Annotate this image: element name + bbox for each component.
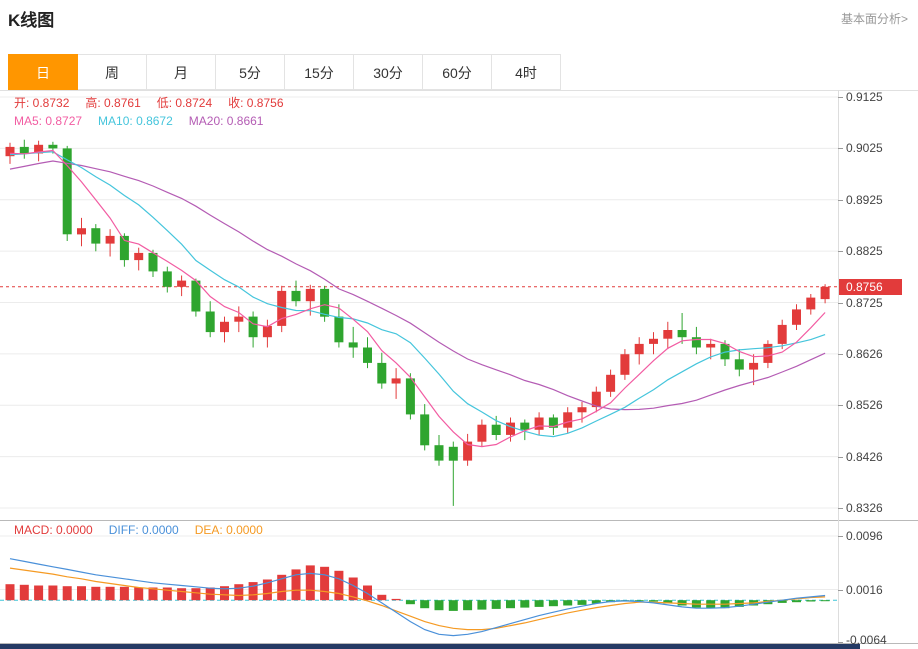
axis-tick [838,251,843,252]
axis-tick [838,405,843,406]
axis-tick [838,354,843,355]
axis-label: 0.0096 [846,529,883,543]
main-chart[interactable] [0,90,838,520]
axis-border [838,90,839,644]
axis-tick [838,148,843,149]
ma-legend: MA5: 0.8727 MA10: 0.8672 MA20: 0.8661 [14,114,263,128]
legend-item: 高: 0.8761 [85,96,141,110]
axis-label: -0.0064 [846,633,887,647]
axis-tick [838,536,843,537]
axis-label: 0.8326 [846,501,883,515]
tab-4hour[interactable]: 4时 [491,54,561,90]
page-title: K线图 [8,11,55,30]
axis-tick [838,590,843,591]
macd-legend: MACD: 0.0000 DIFF: 0.0000 DEA: 0.0000 [14,523,263,537]
tab-day[interactable]: 日 [8,54,78,90]
legend-item: DEA: 0.0000 [194,523,263,537]
tab-30min[interactable]: 30分 [353,54,423,90]
legend-item: 开: 0.8732 [14,96,70,110]
tab-month[interactable]: 月 [146,54,216,90]
axis-tick [838,457,843,458]
tab-5min[interactable]: 5分 [215,54,285,90]
legend-item: MA5: 0.8727 [14,114,83,128]
axis-label: 0.8526 [846,398,883,412]
legend-item: 低: 0.8724 [156,96,213,110]
tab-15min[interactable]: 15分 [284,54,354,90]
interval-tabs: 日周月 5分 15分 30分 60分 4时 [8,54,561,90]
axis-label: 0.8925 [846,193,883,207]
legend-item: MA20: 0.8661 [188,114,264,128]
axis-tick [838,200,843,201]
axis-label: 0.0016 [846,583,883,597]
axis-tick [838,97,843,98]
legend-item: MACD: 0.0000 [14,523,93,537]
axis-label: 0.8825 [846,244,883,258]
axis-tick [838,508,843,509]
legend-item: DIFF: 0.0000 [108,523,179,537]
tabs-bottom-border [0,90,918,91]
axis-label: 0.8626 [846,347,883,361]
panel-separator [0,520,918,521]
current-price-tag: 0.8756 [839,279,902,295]
axis-label: 0.9125 [846,90,883,104]
axis-label: 0.8725 [846,296,883,310]
legend-item: MA10: 0.8672 [98,114,173,128]
bottom-border [0,643,918,644]
axis-tick [838,303,843,304]
ohlc-legend: 开: 0.8732 高: 0.8761 低: 0.8724 收: 0.8756 [14,94,284,111]
tab-60min[interactable]: 60分 [422,54,492,90]
axis-label: 0.9025 [846,141,883,155]
axis-label: 0.8426 [846,450,883,464]
axis-tick [838,642,843,643]
fundamental-analysis-link[interactable]: 基本面分析> [840,12,908,26]
tab-week[interactable]: 周 [77,54,147,90]
macd-chart[interactable] [0,520,838,644]
legend-item: 收: 0.8756 [228,96,284,110]
horizontal-scrollbar-thumb[interactable] [0,644,860,649]
